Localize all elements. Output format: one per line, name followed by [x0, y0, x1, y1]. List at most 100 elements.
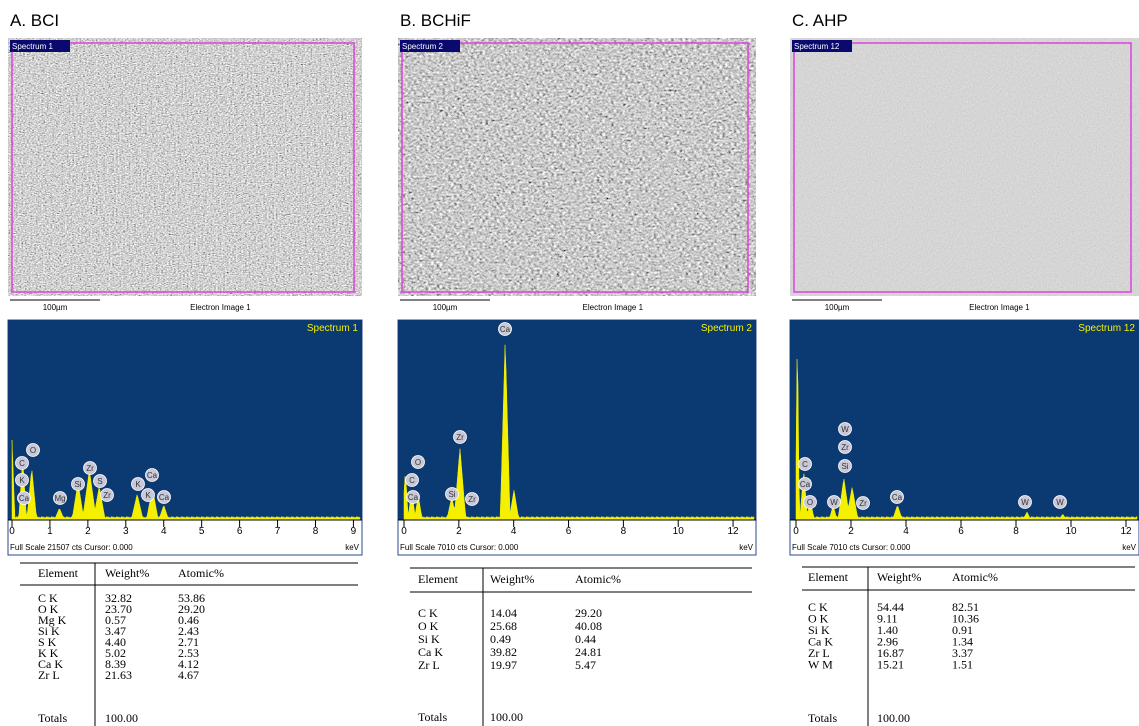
table-cell: 21.63: [105, 668, 132, 682]
table-cell: Mg K: [38, 613, 67, 627]
table-cell: Si K: [808, 623, 830, 637]
table-cell: Si K: [38, 624, 60, 638]
x-tick-label: 8: [621, 526, 627, 537]
peak-marker: [453, 430, 467, 444]
table-cell: 10.36: [952, 612, 979, 626]
peak-label: C: [802, 460, 808, 469]
table-cell: O K: [418, 619, 439, 633]
table-cell: 0.44: [575, 632, 596, 646]
sem-image: [8, 38, 362, 296]
spectrum-title: Spectrum 2: [701, 323, 753, 334]
x-tick-label: 8: [313, 526, 319, 537]
table-cell: 1.34: [952, 635, 973, 649]
x-tick-label: 6: [237, 526, 243, 537]
peak-label: Ca: [500, 325, 511, 334]
peak-marker: [406, 490, 420, 504]
table-header: Weight%: [105, 566, 149, 580]
x-tick-label: 0: [793, 526, 799, 537]
table-cell: 40.08: [575, 619, 602, 633]
table-cell: 2.43: [178, 624, 199, 638]
peak-marker: [827, 495, 841, 509]
peak-label: Zr: [468, 495, 476, 504]
peak-label: Ca: [408, 493, 419, 502]
table-cell: 53.86: [178, 591, 205, 605]
table-cell: Zr L: [418, 658, 440, 672]
peak-label: Ca: [159, 493, 170, 502]
table-cell: C K: [38, 591, 58, 605]
table-cell: 5.47: [575, 658, 596, 672]
table-cell: 0.57: [105, 613, 126, 627]
table-cell: 15.21: [877, 658, 904, 672]
table-header: Element: [808, 570, 849, 584]
peak-label: Zr: [859, 499, 867, 508]
spectrum-footer: Full Scale 21507 cts Cursor: 0.000: [10, 543, 133, 552]
table-cell: O K: [808, 612, 829, 626]
peak-marker: [838, 459, 852, 473]
table-cell: 16.87: [877, 646, 904, 660]
peak-label: O: [807, 498, 813, 507]
x-tick-label: 12: [728, 526, 740, 537]
peak-label: W: [1056, 498, 1064, 507]
peak-marker: [838, 422, 852, 436]
x-tick-label: 4: [903, 526, 909, 537]
peak-marker: [157, 490, 171, 504]
peak-label: W: [1021, 498, 1029, 507]
peak-label: K: [145, 491, 151, 500]
analysis-area: [401, 42, 749, 293]
x-tick-label: 2: [456, 526, 462, 537]
axis-unit: keV: [739, 543, 753, 552]
panel-title: B. BCHiF: [400, 11, 471, 30]
peak-marker: [405, 473, 419, 487]
table-total: Totals: [418, 710, 447, 724]
x-tick-label: 9: [351, 526, 357, 537]
table-cell: K K: [38, 646, 59, 660]
table-cell: 1.40: [877, 623, 898, 637]
table-cell: 8.39: [105, 657, 126, 671]
axis-unit: keV: [1122, 543, 1136, 552]
peak-label: O: [30, 446, 36, 455]
scale-label: 100µm: [433, 303, 458, 312]
peak-label: Ca: [19, 494, 30, 503]
table-cell: 54.44: [877, 600, 904, 614]
peak-label: Zr: [103, 491, 111, 500]
x-tick-label: 6: [958, 526, 964, 537]
x-tick-label: 6: [566, 526, 572, 537]
x-tick-label: 0: [401, 526, 407, 537]
peak-label: W: [830, 498, 838, 507]
table-header: Weight%: [490, 572, 534, 586]
table-header: Atomic%: [575, 572, 621, 586]
x-tick-label: 10: [673, 526, 685, 537]
peak-label: K: [135, 480, 141, 489]
peak-marker: [498, 322, 512, 336]
x-tick-label: 1: [47, 526, 53, 537]
peak-marker: [71, 477, 85, 491]
label-box: [792, 40, 852, 52]
table-cell: 4.67: [178, 668, 199, 682]
x-tick-label: 3: [123, 526, 129, 537]
table-cell: 4.40: [105, 635, 126, 649]
peak-marker: [445, 487, 459, 501]
peak-label: Ca: [147, 471, 158, 480]
x-tick-label: 12: [1120, 526, 1132, 537]
table-header: Element: [418, 572, 459, 586]
x-tick-label: 0: [9, 526, 15, 537]
axis-unit: keV: [345, 543, 359, 552]
x-tick-label: 4: [161, 526, 167, 537]
peak-marker: [53, 491, 67, 505]
table-cell: Ca K: [418, 645, 443, 659]
analysis-area: [11, 42, 355, 293]
table-cell: C K: [418, 606, 438, 620]
peak-marker: [798, 477, 812, 491]
table-total: 100.00: [877, 711, 910, 725]
peak-label: C: [19, 459, 25, 468]
image-label: Spectrum 2: [402, 42, 443, 51]
spectrum-plot: [790, 320, 1139, 520]
peak-marker: [93, 474, 107, 488]
table-cell: 0.91: [952, 623, 973, 637]
label-box: [10, 40, 70, 52]
table-cell: 9.11: [877, 612, 898, 626]
spectrum-footer: Full Scale 7010 cts Cursor: 0.000: [400, 543, 519, 552]
table-header: Weight%: [877, 570, 921, 584]
peak-marker: [141, 488, 155, 502]
